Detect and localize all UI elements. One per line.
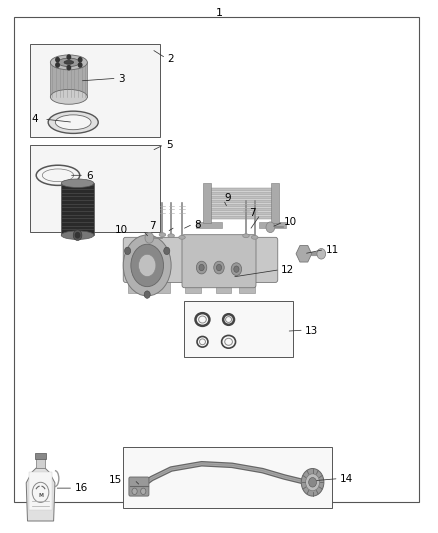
Circle shape	[145, 232, 154, 243]
Bar	[123, 447, 332, 508]
Ellipse shape	[50, 90, 87, 104]
Bar	[30, 44, 160, 136]
Circle shape	[78, 58, 82, 62]
Ellipse shape	[50, 55, 87, 70]
Ellipse shape	[243, 234, 249, 238]
Bar	[30, 144, 160, 232]
Ellipse shape	[42, 169, 74, 182]
Ellipse shape	[48, 111, 98, 133]
Bar	[215, 278, 231, 293]
Bar	[29, 472, 52, 511]
Bar	[209, 200, 272, 203]
Text: 5: 5	[166, 140, 173, 150]
Ellipse shape	[131, 244, 163, 287]
Ellipse shape	[138, 254, 156, 277]
Circle shape	[214, 261, 224, 274]
Bar	[50, 62, 87, 97]
Text: 14: 14	[340, 474, 353, 484]
Bar	[35, 453, 46, 459]
Circle shape	[56, 58, 59, 62]
FancyBboxPatch shape	[129, 477, 149, 496]
Bar	[36, 457, 45, 468]
Circle shape	[141, 488, 146, 495]
Circle shape	[144, 291, 150, 298]
Ellipse shape	[55, 115, 91, 130]
Bar	[240, 278, 255, 293]
Text: 4: 4	[31, 114, 38, 124]
Bar	[271, 183, 279, 223]
Bar	[209, 216, 272, 219]
FancyBboxPatch shape	[123, 237, 278, 282]
Ellipse shape	[251, 236, 258, 239]
Ellipse shape	[61, 179, 94, 188]
Circle shape	[73, 230, 82, 240]
Text: M: M	[38, 493, 43, 498]
Bar	[196, 222, 223, 228]
Circle shape	[309, 478, 317, 487]
Text: 13: 13	[305, 326, 318, 336]
Bar	[203, 183, 211, 223]
Text: 15: 15	[109, 475, 122, 484]
Bar	[209, 208, 272, 211]
Ellipse shape	[168, 234, 174, 238]
Polygon shape	[26, 468, 55, 521]
Circle shape	[306, 474, 320, 491]
Bar	[184, 301, 293, 357]
Circle shape	[56, 63, 59, 67]
Text: 1: 1	[215, 8, 223, 18]
Bar	[209, 212, 272, 215]
Bar	[209, 204, 272, 207]
Ellipse shape	[61, 231, 94, 239]
Text: 8: 8	[194, 220, 201, 230]
Circle shape	[231, 263, 242, 276]
Text: 16: 16	[74, 483, 88, 493]
Circle shape	[266, 222, 275, 232]
Bar	[128, 278, 144, 293]
Ellipse shape	[58, 58, 80, 67]
Text: 2: 2	[168, 54, 174, 63]
Text: 9: 9	[224, 193, 231, 203]
Circle shape	[216, 264, 222, 271]
Text: 6: 6	[86, 171, 93, 181]
Circle shape	[124, 247, 131, 255]
Circle shape	[199, 264, 204, 271]
Circle shape	[301, 469, 324, 496]
Circle shape	[132, 488, 137, 495]
Bar	[209, 188, 272, 191]
Bar	[185, 278, 201, 293]
Bar	[209, 192, 272, 195]
Circle shape	[317, 248, 325, 259]
Text: 7: 7	[149, 221, 156, 231]
Circle shape	[67, 66, 71, 70]
Ellipse shape	[64, 61, 74, 64]
Ellipse shape	[123, 235, 171, 296]
Circle shape	[67, 55, 71, 59]
Bar	[155, 278, 170, 293]
Text: 3: 3	[118, 74, 125, 84]
Bar	[209, 196, 272, 199]
Ellipse shape	[159, 233, 166, 237]
Text: 12: 12	[281, 265, 294, 275]
Circle shape	[75, 232, 80, 238]
Circle shape	[234, 266, 239, 272]
Bar	[259, 222, 286, 228]
Text: 11: 11	[325, 245, 339, 255]
Text: 10: 10	[284, 217, 297, 228]
Text: 7: 7	[250, 208, 256, 219]
FancyBboxPatch shape	[182, 235, 256, 288]
Ellipse shape	[179, 236, 185, 239]
Circle shape	[196, 261, 207, 274]
Circle shape	[78, 63, 82, 67]
Text: 10: 10	[114, 225, 127, 236]
Circle shape	[164, 247, 170, 255]
Bar	[61, 183, 94, 235]
